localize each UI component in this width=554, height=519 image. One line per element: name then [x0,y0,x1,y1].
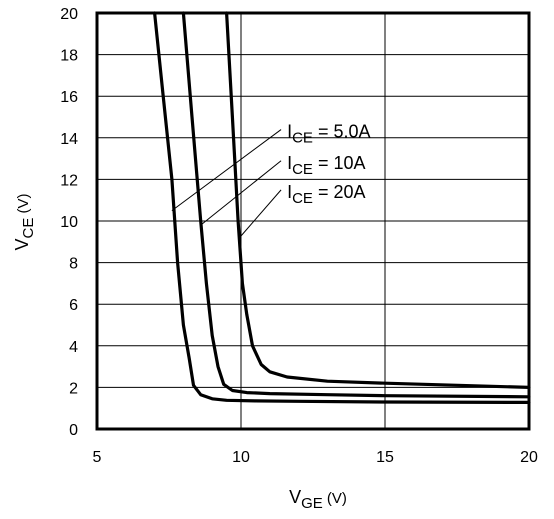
y-tick-label: 14 [60,131,78,148]
series-line-2 [181,11,531,399]
tick-labels: 5 10 15 20 0 2 4 6 8 10 12 14 16 18 20 [60,6,538,466]
annotation-label-1: ICE = 5.0A [287,122,370,147]
series-line-3 [225,11,531,389]
annotation-label-3: ICE = 20A [287,182,365,207]
annotation-leader-1 [171,129,282,212]
x-tick-label: 10 [232,449,250,466]
y-tick-label: 2 [69,380,78,397]
x-tick-label: 15 [376,449,394,466]
x-tick-label: 20 [520,449,538,466]
y-tick-label: 16 [60,89,78,106]
y-tick-label: 20 [60,6,78,23]
y-tick-label: 12 [60,172,78,189]
y-tick-label: 8 [69,256,78,273]
x-tick-label: 5 [93,449,102,466]
x-axis-label: VGE (V) [289,487,347,512]
y-tick-label: 6 [69,297,78,314]
annotation-leader-3 [239,189,282,238]
y-tick-label: 4 [69,339,78,356]
series-curves [153,11,531,404]
y-tick-label: 10 [60,214,78,231]
series-annotations: ICE = 5.0A ICE = 10A ICE = 20A [171,122,370,238]
annotation-label-2: ICE = 10A [287,153,365,178]
y-tick-label: 18 [60,48,78,65]
y-axis-label: VCE (V) [12,193,37,250]
plot-frame [95,11,531,431]
annotation-leader-2 [200,160,282,226]
series-line-1 [153,11,531,404]
y-tick-label: 0 [69,422,78,439]
